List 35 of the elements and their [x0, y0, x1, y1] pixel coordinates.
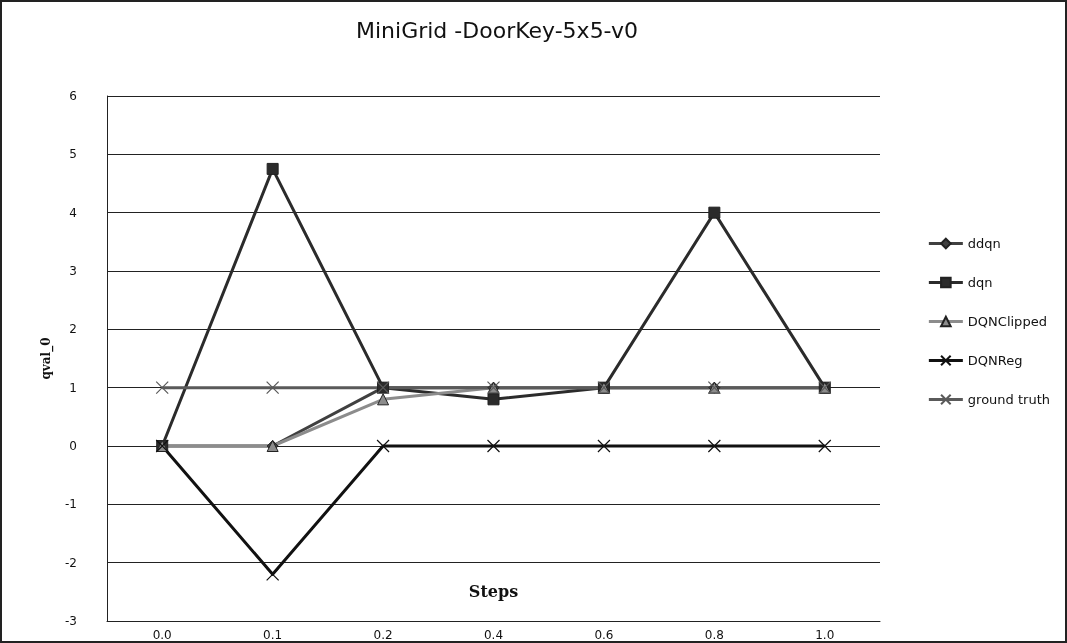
y-tick-label: -2	[65, 555, 77, 570]
y-tick-label: 3	[69, 264, 77, 278]
x-tick-label: 1.0	[815, 628, 835, 642]
point	[818, 439, 832, 453]
y-tick-label: 2	[69, 322, 77, 337]
x-tick-label: 0.2	[373, 628, 393, 642]
legend-label: dqn	[967, 275, 993, 290]
point	[597, 439, 611, 453]
y-tick-label: 4	[69, 205, 77, 220]
legend-label: ground truth	[967, 392, 1051, 407]
x-tick-label: 0.4	[483, 628, 504, 642]
x-tick-label: 0.6	[594, 628, 614, 642]
x-tick-label: 0.0	[152, 628, 172, 642]
point	[486, 439, 501, 453]
x-axis-title: Steps	[468, 581, 519, 601]
y-tick-label: -3	[65, 614, 77, 628]
legend-label: DQNReg	[967, 353, 1023, 368]
legend-label: DQNClipped	[967, 314, 1047, 329]
point	[266, 162, 279, 175]
point	[708, 206, 721, 219]
point	[376, 439, 390, 453]
x-tick-label: 0.1	[263, 628, 283, 642]
point	[707, 439, 721, 453]
y-tick-label: -1	[65, 497, 77, 512]
point	[487, 393, 500, 406]
y-tick-label: 6	[69, 89, 77, 103]
legend-label: ddqn	[967, 236, 1001, 251]
y-axis-title: qval_0	[39, 337, 54, 380]
y-tick-label: 5	[69, 147, 77, 162]
point	[155, 381, 169, 395]
y-tick-label: 0	[69, 439, 77, 453]
y-tick-label: 1	[69, 380, 77, 395]
point	[266, 381, 280, 395]
chart-title: MiniGrid -DoorKey-5x5-v0	[356, 17, 638, 43]
x-tick-label: 0.8	[704, 628, 724, 642]
